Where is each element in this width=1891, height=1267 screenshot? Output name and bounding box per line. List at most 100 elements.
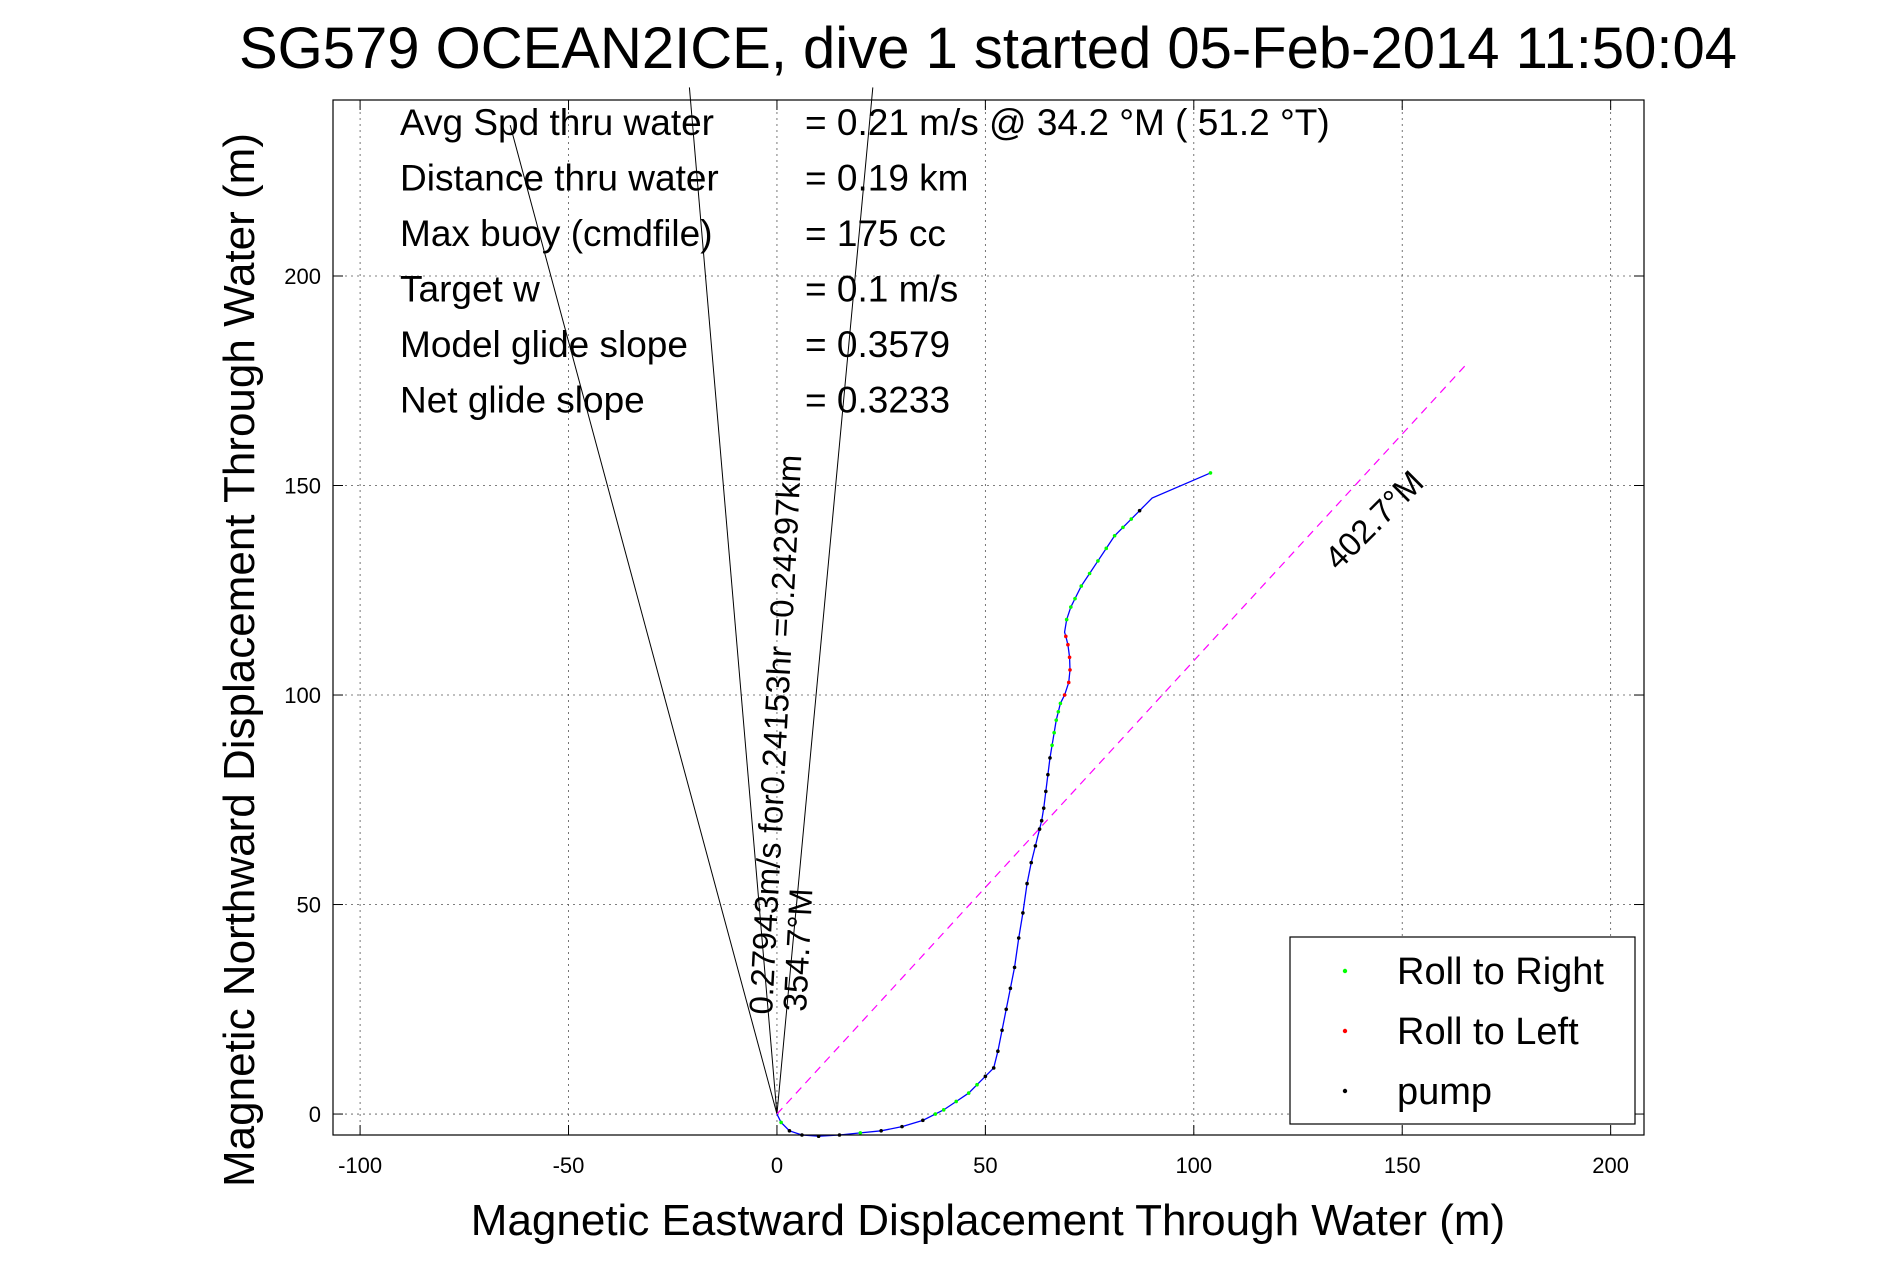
roll-right-marker: [1058, 701, 1063, 706]
grid: [333, 100, 1644, 1135]
info-value: = 0.1 m/s: [805, 269, 958, 310]
chart-title: SG579 OCEAN2ICE, dive 1 started 05-Feb-2…: [239, 16, 1737, 81]
roll-right-marker: [1064, 617, 1069, 622]
roll-right-marker: [1052, 730, 1056, 735]
pump-marker: [996, 1049, 1000, 1053]
x-tick-label: 100: [1175, 1153, 1212, 1178]
pump-marker: [1000, 1028, 1004, 1033]
track-markers: [779, 471, 1213, 1139]
track-line: [776, 472, 1211, 1137]
pump-marker: [1048, 756, 1052, 760]
roll-right-marker: [1104, 546, 1109, 551]
course-line-path: [776, 365, 1466, 1115]
roll-right-marker: [1208, 471, 1213, 475]
legend-label: Roll to Right: [1397, 951, 1604, 993]
pump-marker: [1021, 911, 1025, 915]
pump-marker: [1046, 772, 1050, 777]
legend-label: pump: [1397, 1071, 1492, 1113]
roll-left-marker: [1068, 668, 1072, 672]
roll-right-marker: [1087, 571, 1092, 576]
y-tick-label: 50: [297, 893, 321, 918]
pump-marker: [1004, 1007, 1009, 1012]
y-axis-label: Magnetic Northward Displacement Through …: [215, 133, 264, 1187]
info-value: = 0.3233: [805, 380, 950, 421]
pump-marker: [787, 1129, 792, 1133]
roll-right-marker: [975, 1082, 979, 1087]
x-tick-label: 150: [1384, 1153, 1421, 1178]
x-tick-label: 50: [973, 1153, 997, 1178]
current-line: [688, 87, 778, 1115]
pump-marker: [1039, 818, 1044, 823]
info-label: Net glide slope: [400, 380, 645, 421]
roll-left-marker: [1067, 655, 1072, 660]
legend-box: [1289, 936, 1636, 1125]
roll-right-marker: [941, 1108, 946, 1112]
pump-marker: [1025, 881, 1029, 886]
tick-labels: -100 -50 0 50 100 150 200 0 50 100 150 200: [284, 100, 1644, 1178]
pump-marker: [921, 1118, 925, 1123]
roll-left-marker: [1066, 680, 1071, 685]
info-value: = 0.21 m/s @ 34.2 °M ( 51.2 °T): [805, 102, 1330, 143]
legend-marker: [1342, 1088, 1348, 1094]
pump-marker: [1016, 936, 1021, 940]
pump-marker: [1033, 844, 1038, 848]
pump-marker: [991, 1066, 996, 1070]
legend: Roll to Right Roll to Left pump: [1289, 936, 1636, 1125]
y-tick-label: 100: [284, 683, 321, 708]
roll-right-marker: [1112, 533, 1117, 538]
roll-left-marker: [1062, 693, 1067, 697]
pump-marker: [983, 1074, 988, 1079]
info-label: Max buoy (cmdfile): [400, 213, 713, 254]
info-label: Avg Spd thru water: [400, 102, 714, 143]
legend-marker: [1342, 1028, 1348, 1034]
current-line: [776, 87, 874, 1115]
roll-right-marker: [954, 1099, 958, 1104]
roll-left-marker: [1066, 642, 1070, 647]
roll-right-marker: [1129, 517, 1134, 521]
legend-marker: [1342, 968, 1348, 974]
track: [776, 472, 1211, 1137]
current-lines: [509, 87, 874, 1115]
info-value: = 0.3579: [805, 324, 950, 365]
course-line: [776, 365, 1466, 1115]
pump-marker: [1137, 508, 1142, 513]
x-tick-label: 200: [1592, 1153, 1629, 1178]
pump-marker: [1044, 789, 1048, 794]
legend-label: Roll to Left: [1397, 1011, 1579, 1053]
roll-right-marker: [1050, 743, 1054, 748]
roll-left-marker: [1064, 634, 1068, 639]
roll-right-marker: [1069, 605, 1073, 609]
roll-right-marker: [858, 1131, 863, 1135]
x-tick-label: -50: [553, 1153, 585, 1178]
current-line: [509, 125, 778, 1115]
pump-marker: [900, 1124, 904, 1129]
pump-marker: [1012, 965, 1017, 970]
pump-marker: [1041, 806, 1046, 810]
roll-right-marker: [1079, 584, 1084, 588]
pump-marker: [1029, 860, 1034, 865]
info-box: Avg Spd thru water = 0.21 m/s @ 34.2 °M (…: [400, 102, 1330, 421]
pump-marker: [1008, 986, 1013, 991]
y-tick-label: 0: [309, 1102, 321, 1127]
current-heading-label: 354.7°M: [776, 887, 819, 1012]
x-axis-label: Magnetic Eastward Displacement Through W…: [471, 1196, 1505, 1245]
x-tick-label: 0: [771, 1153, 783, 1178]
x-tick-label: -100: [338, 1153, 382, 1178]
pump-marker: [879, 1129, 883, 1133]
pump-marker: [1037, 827, 1042, 831]
plot-frame: [332, 99, 1645, 1136]
roll-right-marker: [966, 1091, 971, 1095]
info-label: Target w: [400, 269, 540, 310]
roll-right-marker: [1073, 596, 1077, 601]
roll-right-marker: [1056, 709, 1061, 714]
info-value: = 175 cc: [805, 213, 946, 254]
roll-right-marker: [779, 1120, 783, 1125]
info-label: Model glide slope: [400, 324, 688, 365]
info-label: Distance thru water: [400, 158, 719, 199]
roll-right-marker: [1054, 718, 1059, 722]
info-value: = 0.19 km: [805, 158, 969, 199]
y-tick-label: 200: [284, 264, 321, 289]
roll-right-marker: [933, 1112, 938, 1116]
